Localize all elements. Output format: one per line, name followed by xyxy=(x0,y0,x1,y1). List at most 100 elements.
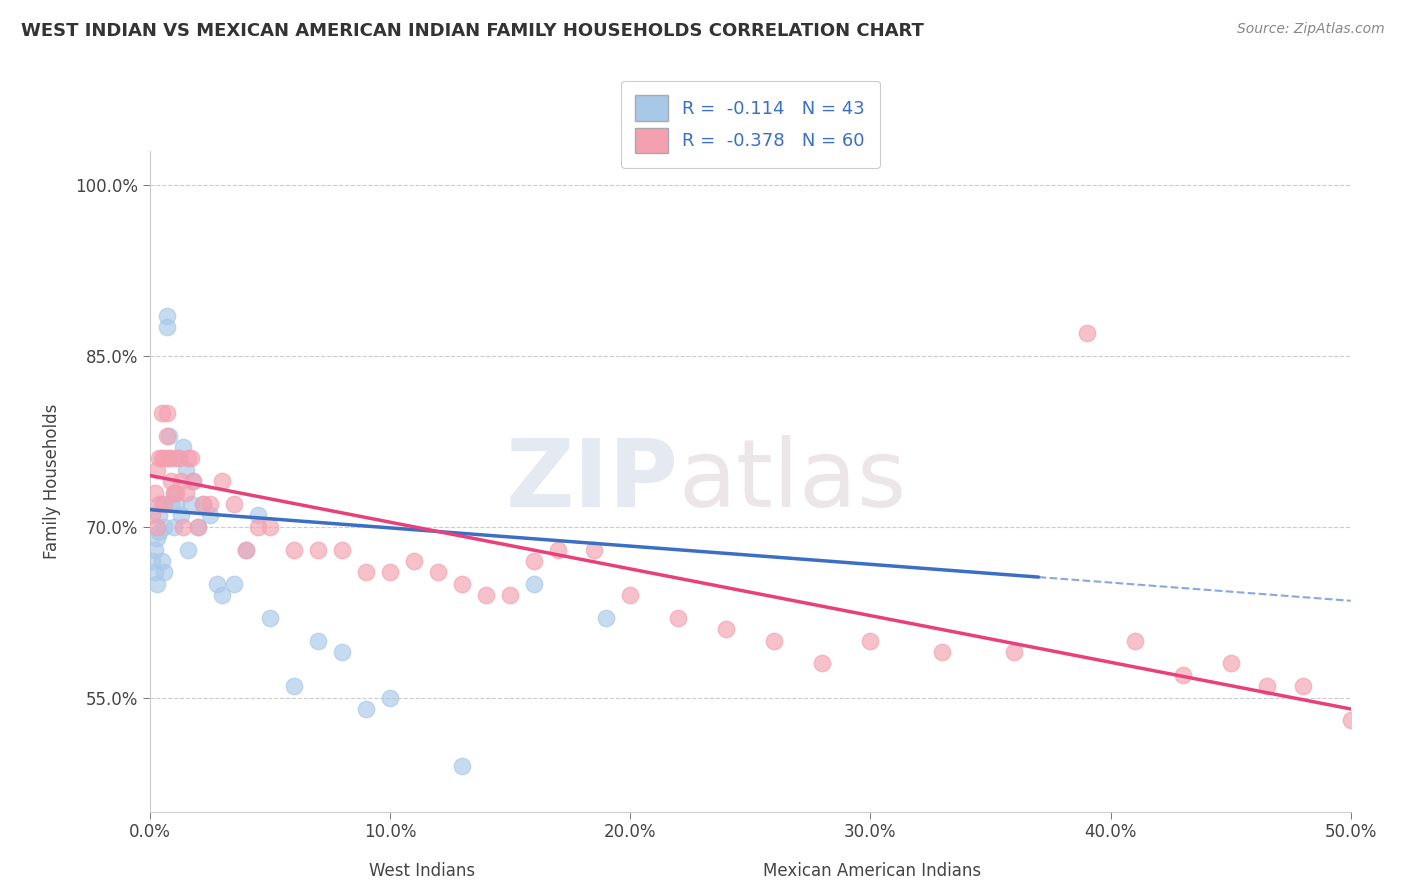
Point xyxy=(157,428,180,442)
Point xyxy=(153,520,176,534)
Point xyxy=(146,520,169,534)
Point xyxy=(156,428,179,442)
Point xyxy=(165,485,187,500)
Point xyxy=(859,633,882,648)
Point xyxy=(307,542,329,557)
Point xyxy=(475,588,498,602)
Point xyxy=(259,611,281,625)
Point xyxy=(211,588,233,602)
Point xyxy=(146,531,169,545)
Y-axis label: Family Households: Family Households xyxy=(44,403,60,559)
Point xyxy=(143,485,166,500)
Point xyxy=(259,520,281,534)
Text: WEST INDIAN VS MEXICAN AMERICAN INDIAN FAMILY HOUSEHOLDS CORRELATION CHART: WEST INDIAN VS MEXICAN AMERICAN INDIAN F… xyxy=(21,22,924,40)
Point xyxy=(181,474,204,488)
Point xyxy=(222,576,245,591)
Text: West Indians: West Indians xyxy=(368,862,475,880)
Point xyxy=(160,474,183,488)
Point xyxy=(235,542,257,557)
Point xyxy=(172,440,194,454)
Point xyxy=(156,320,179,334)
Point xyxy=(1076,326,1098,340)
Point xyxy=(235,542,257,557)
Point xyxy=(163,485,186,500)
Point xyxy=(177,542,200,557)
Point xyxy=(330,542,353,557)
Point xyxy=(1292,679,1315,693)
Point xyxy=(330,645,353,659)
Point xyxy=(181,474,204,488)
Point xyxy=(451,759,474,773)
Point xyxy=(157,451,180,466)
Point xyxy=(378,690,401,705)
Point xyxy=(167,451,190,466)
Point xyxy=(156,406,179,420)
Point xyxy=(165,497,187,511)
Text: atlas: atlas xyxy=(678,435,907,527)
Point xyxy=(150,554,173,568)
Point xyxy=(150,451,173,466)
Point xyxy=(172,520,194,534)
Point xyxy=(153,566,176,580)
Point xyxy=(174,463,197,477)
Text: ZIP: ZIP xyxy=(505,435,678,527)
Point xyxy=(153,497,176,511)
Point xyxy=(378,566,401,580)
Point xyxy=(716,622,738,636)
Point xyxy=(160,497,183,511)
Point xyxy=(547,542,569,557)
Point xyxy=(143,566,166,580)
Point xyxy=(1219,657,1241,671)
Point xyxy=(167,451,190,466)
Point xyxy=(156,309,179,323)
Point xyxy=(307,633,329,648)
Point xyxy=(163,451,186,466)
Point xyxy=(523,576,546,591)
Point xyxy=(211,474,233,488)
Point xyxy=(499,588,522,602)
Point xyxy=(187,520,209,534)
Point xyxy=(1004,645,1026,659)
Point xyxy=(163,485,186,500)
Point xyxy=(427,566,450,580)
Point xyxy=(148,497,170,511)
Point xyxy=(402,554,425,568)
Point xyxy=(205,576,228,591)
Point xyxy=(451,576,474,591)
Point xyxy=(763,633,786,648)
Point xyxy=(177,451,200,466)
Point xyxy=(1256,679,1278,693)
Text: Mexican American Indians: Mexican American Indians xyxy=(762,862,981,880)
Point xyxy=(523,554,546,568)
Point xyxy=(141,508,163,523)
Point xyxy=(150,497,173,511)
Point xyxy=(354,566,377,580)
Point xyxy=(283,679,305,693)
Point xyxy=(619,588,641,602)
Point xyxy=(1171,668,1194,682)
Point xyxy=(583,542,606,557)
Point xyxy=(180,451,202,466)
Point xyxy=(595,611,617,625)
Point xyxy=(170,508,193,523)
Point xyxy=(811,657,834,671)
Point xyxy=(931,645,953,659)
Point xyxy=(153,451,176,466)
Point xyxy=(246,520,269,534)
Point xyxy=(146,463,169,477)
Point xyxy=(180,497,202,511)
Point xyxy=(191,497,214,511)
Point xyxy=(283,542,305,557)
Point xyxy=(150,406,173,420)
Point xyxy=(174,485,197,500)
Point xyxy=(191,497,214,511)
Point xyxy=(148,451,170,466)
Point xyxy=(246,508,269,523)
Point xyxy=(163,520,186,534)
Point xyxy=(146,576,169,591)
Point xyxy=(148,525,170,540)
Point xyxy=(198,508,221,523)
Point xyxy=(198,497,221,511)
Legend: R =  -0.114   N = 43, R =  -0.378   N = 60: R = -0.114 N = 43, R = -0.378 N = 60 xyxy=(621,80,880,168)
Point xyxy=(170,474,193,488)
